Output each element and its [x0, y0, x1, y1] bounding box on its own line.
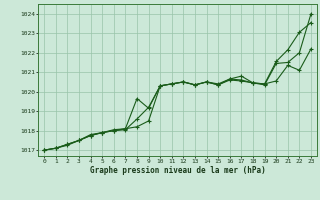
X-axis label: Graphe pression niveau de la mer (hPa): Graphe pression niveau de la mer (hPa): [90, 166, 266, 175]
